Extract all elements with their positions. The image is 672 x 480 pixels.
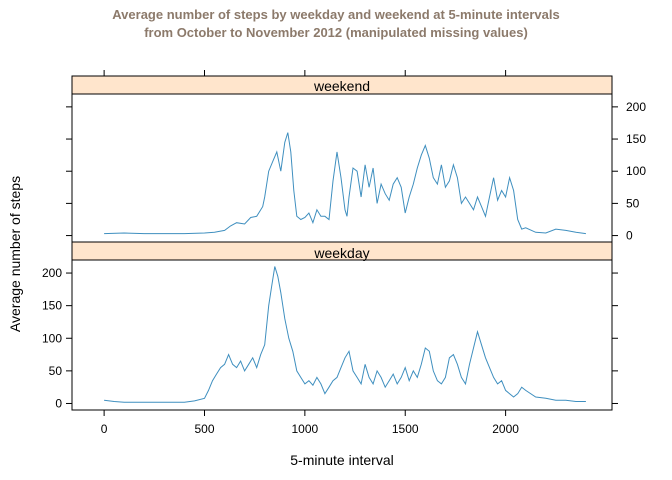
weekday-series-line (104, 266, 586, 403)
axes: 0 500 1000 1500 2000 0 0 50 50 100 100 150 150 200 200 (42, 70, 646, 436)
chart-title-line-2: from October to November 2012 (manipulat… (144, 25, 528, 40)
weekday-plot-frame (71, 259, 613, 411)
weekday-y-tick-label: 50 (49, 364, 63, 378)
x-axis-label: 5-minute interval (290, 452, 394, 468)
weekend-panel: weekend (71, 75, 613, 243)
weekday-panel: weekday (71, 241, 613, 411)
weekday-y-tick-label: 100 (42, 331, 62, 345)
weekend-y-tick-label: 0 (626, 229, 633, 243)
weekend-strip-label: weekend (313, 78, 370, 94)
chart-title-line-1: Average number of steps by weekday and w… (112, 7, 560, 22)
weekday-y-tick-label: 0 (55, 396, 62, 410)
weekend-plot-frame (71, 93, 613, 243)
weekday-y-tick-label: 200 (42, 266, 62, 280)
weekend-y-tick-label: 150 (626, 132, 646, 146)
weekday-strip-label: weekday (313, 245, 369, 261)
weekend-y-tick-label: 100 (626, 164, 646, 178)
x-tick-label: 1500 (392, 422, 419, 436)
x-tick-label: 500 (194, 422, 214, 436)
x-tick-label: 2000 (492, 422, 519, 436)
weekday-y-tick-label: 150 (42, 299, 62, 313)
weekend-y-tick-label: 200 (626, 100, 646, 114)
y-axis-label: Average number of steps (7, 176, 23, 332)
x-tick-label: 0 (101, 422, 108, 436)
x-tick-label: 1000 (292, 422, 319, 436)
weekend-y-tick-label: 50 (626, 196, 640, 210)
weekend-series-line (104, 132, 586, 235)
